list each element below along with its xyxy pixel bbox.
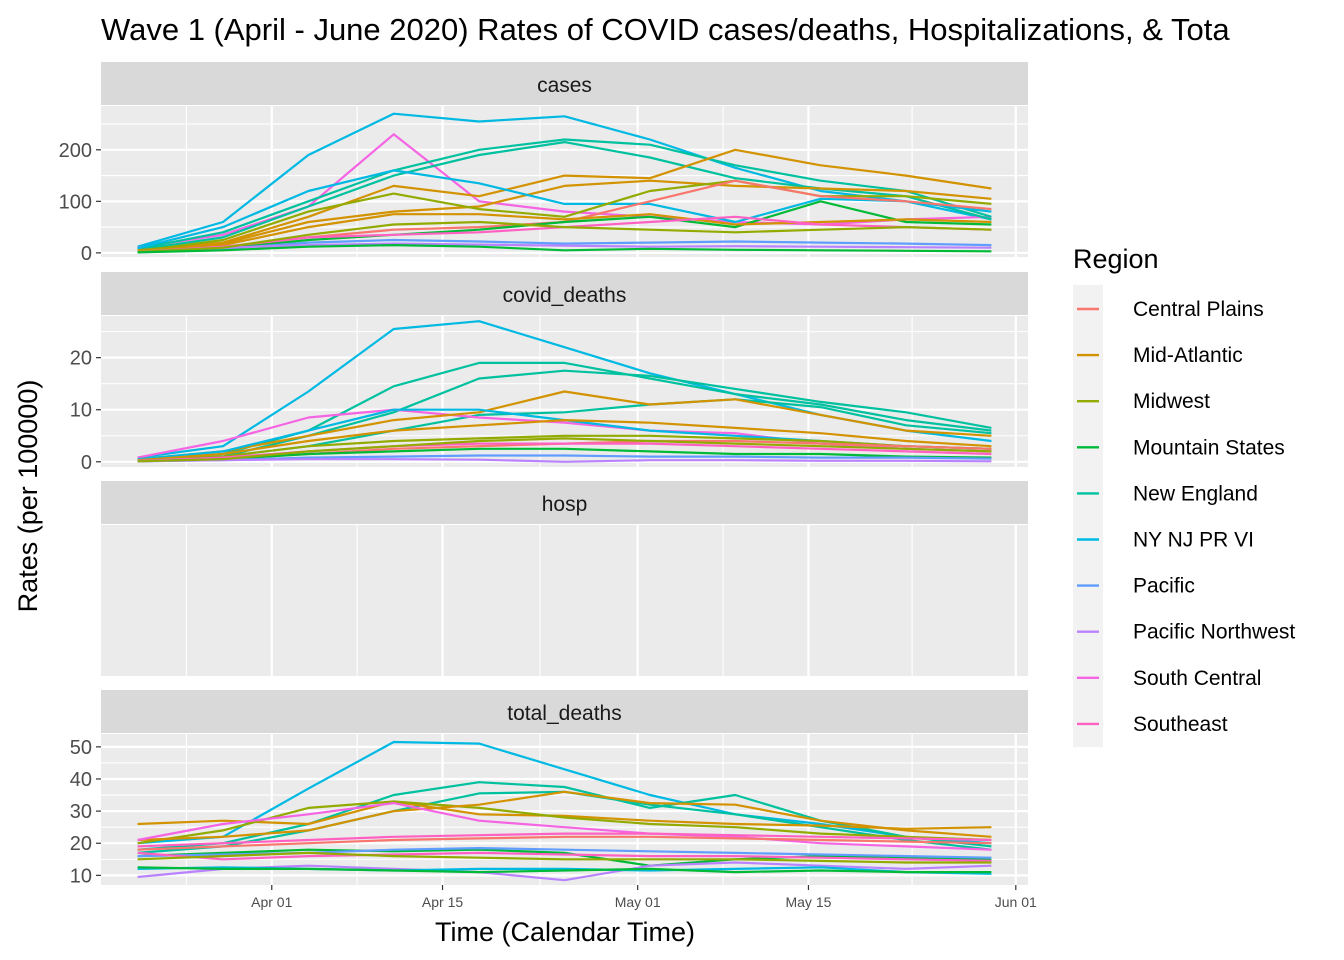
y-tick-label: 40 [70, 769, 92, 791]
series-line-mountain-states [137, 447, 992, 463]
series-line-mountain-states [137, 200, 992, 253]
y-tick-label: 20 [70, 833, 92, 855]
y-tick-label: 50 [70, 737, 92, 759]
y-tick-label: 0 [81, 243, 92, 265]
legend-label: NY NJ PR VI [1133, 529, 1254, 552]
legend-item: Pacific [1077, 575, 1195, 598]
facet-strip [101, 690, 1028, 733]
facet-panels: cases 0 100 200 covid_deaths 0 10 20 hosp total_d… [59, 62, 1028, 887]
legend-key-background [1073, 285, 1103, 747]
legend-title: Region [1073, 244, 1159, 274]
series-line-central-plains [137, 835, 992, 851]
legend-label: Mountain States [1133, 436, 1285, 459]
series-line-mountain-states [137, 866, 992, 874]
legend-label: Central Plains [1133, 298, 1264, 321]
legend-item: Midwest [1077, 390, 1210, 413]
series-line-midwest [137, 437, 992, 463]
facet-strip-label: total_deaths [507, 702, 621, 725]
x-axis-title: Time (Calendar Time) [435, 917, 695, 947]
series-line-pacific-northwest [137, 861, 992, 882]
y-axis-title: Rates (per 100000) [13, 380, 43, 613]
facet-strip [101, 62, 1028, 105]
legend-items: Central Plains Mid-Atlantic Midwest Mountai… [1077, 298, 1295, 736]
facet-strip [101, 481, 1028, 524]
series-line-mid-atlantic [137, 800, 992, 830]
y-tick-label: 0 [81, 452, 92, 474]
series-line-mountain-states [137, 848, 992, 867]
series-line-mid-atlantic [137, 790, 992, 842]
legend-item: South Central [1077, 667, 1261, 690]
y-tick-label: 10 [70, 400, 92, 422]
facet-covid-deaths: covid_deaths 0 10 20 [70, 272, 1028, 474]
legend-item: New England [1077, 482, 1258, 505]
series-line-ny-nj-pr-vi [137, 740, 992, 845]
legend-label: Southeast [1133, 713, 1228, 736]
series-line-mid-atlantic [137, 213, 992, 253]
legend-label: Pacific [1133, 575, 1195, 598]
legend-item: Pacific Northwest [1077, 621, 1295, 644]
x-tick-label: Apr 01 [251, 894, 292, 910]
series-line-midwest [137, 851, 992, 864]
y-tick-label: 200 [59, 140, 92, 162]
series-line-ny-nj-pr-vi [137, 169, 992, 250]
x-tick-label: May 01 [615, 894, 661, 910]
legend-item: NY NJ PR VI [1077, 529, 1254, 552]
legend: Region Central Plains Mid-Atlantic Midwest… [1073, 244, 1295, 747]
legend-label: Mid-Atlantic [1133, 344, 1243, 367]
series-line-mid-atlantic [137, 179, 992, 252]
series-line-ny-nj-pr-vi [137, 112, 992, 248]
x-tick-label: Apr 15 [422, 894, 463, 910]
y-tick-label: 10 [70, 865, 92, 887]
y-tick-label: 30 [70, 801, 92, 823]
facet-cases: cases 0 100 200 [59, 62, 1028, 265]
x-tick-label: Jun 01 [995, 894, 1037, 910]
x-axis: Apr 01 Apr 15 May 01 May 15 Jun 01 [251, 885, 1037, 910]
series-line-southeast [137, 851, 992, 862]
legend-label: South Central [1133, 667, 1261, 690]
facet-hosp: hosp [101, 481, 1028, 676]
series-line-pacific-northwest [137, 458, 992, 463]
series-line-new-england [137, 369, 992, 462]
series-line-mid-atlantic [137, 148, 992, 252]
legend-item: Mid-Atlantic [1077, 344, 1243, 367]
series-line-mid-atlantic [137, 390, 992, 461]
legend-item: Central Plains [1077, 298, 1264, 321]
series-line-pacific [137, 238, 992, 254]
facet-panel-background [101, 525, 1028, 676]
series-line-new-england [137, 138, 992, 250]
series-line-mid-atlantic [137, 419, 992, 462]
series-lines [137, 740, 992, 882]
series-line-midwest [137, 434, 992, 462]
facet-strip [101, 272, 1028, 315]
legend-label: New England [1133, 482, 1258, 505]
series-line-midwest [137, 220, 992, 253]
series-line-pacific-northwest [137, 242, 992, 253]
series-line-new-england [137, 141, 992, 251]
legend-item: Southeast [1077, 713, 1228, 736]
facet-total-deaths: total_deaths 10 20 30 40 50 [70, 690, 1028, 887]
series-lines [137, 112, 992, 254]
facet-strip-label: hosp [542, 493, 588, 516]
series-line-midwest [137, 179, 992, 253]
series-line-southeast [137, 832, 992, 848]
y-tick-label: 20 [70, 348, 92, 370]
series-line-midwest [137, 800, 992, 845]
facet-strip-label: cases [537, 74, 592, 97]
series-line-south-central [137, 801, 992, 851]
legend-label: Pacific Northwest [1133, 621, 1295, 644]
series-lines [137, 320, 992, 463]
legend-label: Midwest [1133, 390, 1210, 413]
facet-strip-label: covid_deaths [503, 284, 627, 307]
legend-item: Mountain States [1077, 436, 1285, 459]
y-tick-label: 100 [59, 191, 92, 213]
chart-title: Wave 1 (April - June 2020) Rates of COVI… [101, 12, 1230, 47]
x-tick-label: May 15 [785, 894, 831, 910]
series-line-mountain-states [137, 244, 992, 254]
